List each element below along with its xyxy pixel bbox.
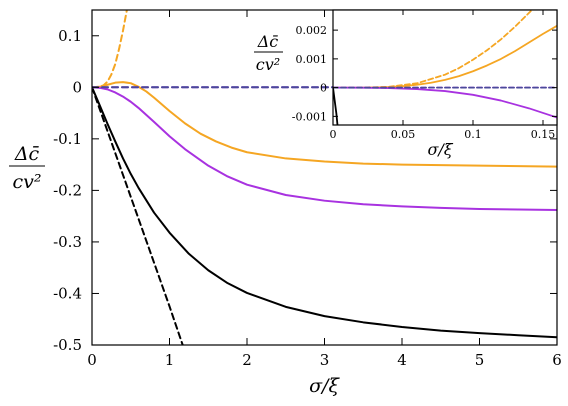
main-y-tick-label-4: -0.3 [53,233,82,251]
inset-x-axis-title: σ/ξ [427,140,453,159]
main-y-tick-label-1: 0 [72,78,82,96]
main-x-tick-label-3: 3 [320,351,330,369]
main-y-axis-title: Δc̄ cv² [9,143,45,193]
main-x-tick-label-1: 1 [165,351,175,369]
inset-x-tick-label-0: 0 [330,128,337,141]
inset-series-line-0 [333,86,339,125]
inset-y-tick-label-0: 0.002 [296,24,328,37]
inset-x-tick-label-2: 0.1 [464,128,482,141]
inset-x-tick-label-1: 0.05 [391,128,416,141]
main-y-tick-label-3: -0.2 [53,181,82,199]
inset-y-tick-label-2: 0 [320,82,327,95]
inset-background [333,10,557,125]
main-series-line-3 [92,10,128,89]
inset-y-axis-title-denominator: cv² [256,55,280,74]
main-series-group [92,10,557,345]
main-x-tick-label-0: 0 [87,351,97,369]
main-x-tick-label-4: 4 [397,351,407,369]
main-x-tick-label-5: 5 [475,351,485,369]
main-plot-frame [91,9,558,346]
main-y-tick-label-0: 0.1 [58,27,82,45]
main-y-axis-title-numerator: Δc̄ [14,143,40,165]
main-series-line-4 [92,86,557,211]
main-plot: 0 1 2 3 4 5 6 0.1 0 -0.1 -0.2 -0.3 -0.4 -0.5 σ/ξ Δc̄ … [9,9,562,397]
inset-y-tick-label-3: -0.001 [292,110,327,123]
main-x-tick-label-2: 2 [242,351,252,369]
main-ticks-group: 0 1 2 3 4 5 6 0.1 0 -0.1 -0.2 -0.3 -0.4 -0.5 [53,10,562,369]
inset-x-tick-label-3: 0.15 [531,128,556,141]
main-y-tick-label-2: -0.1 [53,130,82,148]
inset-y-tick-label-1: 0.001 [296,53,328,66]
main-x-axis-title: σ/ξ [309,375,340,397]
main-series-line-1 [92,86,184,345]
inset-plot-frame [332,9,558,126]
inset-series-group [333,10,557,125]
main-x-tick-label-6: 6 [552,351,562,369]
main-y-tick-label-6: -0.5 [53,336,82,354]
main-series-line-0 [92,86,557,339]
main-series-line-2 [92,81,557,168]
inset-y-axis-title: Δc̄ cv² [254,32,283,74]
main-y-axis-title-denominator: cv² [13,171,42,193]
inset-y-axis-title-numerator: Δc̄ [257,32,279,51]
main-y-tick-label-5: -0.4 [53,284,82,302]
